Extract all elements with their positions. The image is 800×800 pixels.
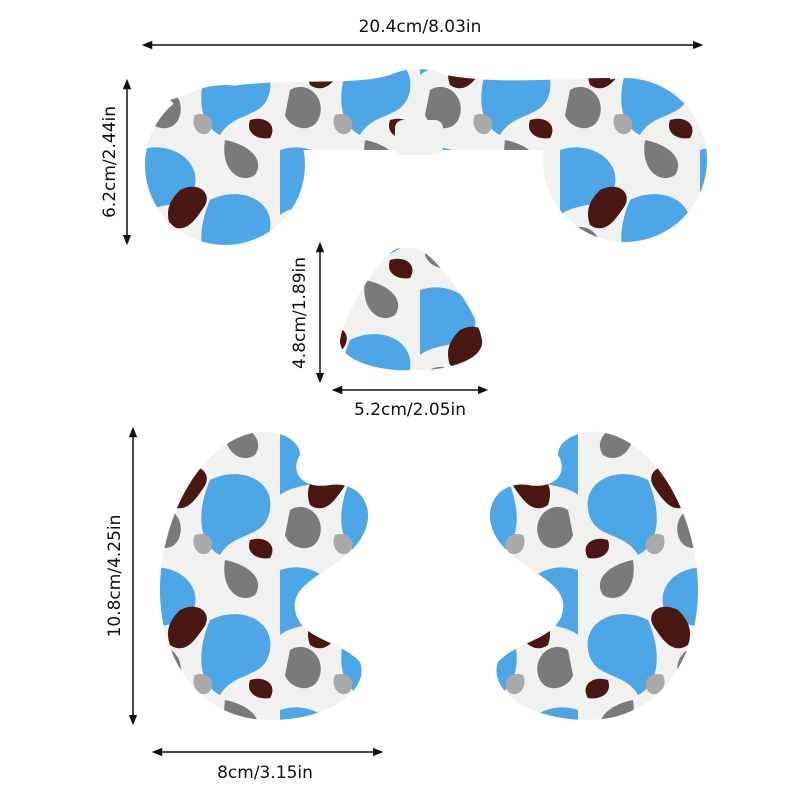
nose-patch (339, 248, 483, 371)
dimension-label: 8cm/3.15in (217, 763, 313, 783)
dimension-label: 5.2cm/2.05in (354, 400, 466, 420)
left-patch (160, 431, 369, 720)
right-patch (489, 431, 698, 720)
dimension-label: 6.2cm/2.44in (100, 106, 120, 218)
dimension-label: 4.8cm/1.89in (290, 257, 310, 369)
dimension-label: 20.4cm/8.03in (359, 17, 482, 37)
top-patch (145, 68, 707, 245)
dimension-label: 10.8cm/4.25in (105, 515, 125, 638)
